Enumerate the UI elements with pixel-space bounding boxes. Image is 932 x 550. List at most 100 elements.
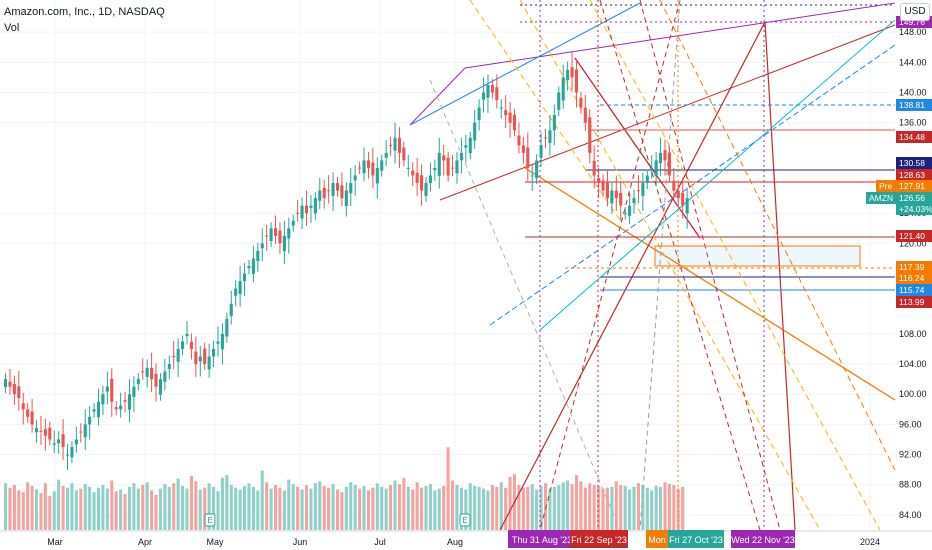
x-tick-label: Apr [138, 537, 152, 547]
volume-bar [424, 485, 428, 530]
pre-badge [876, 180, 896, 192]
volume-bar [136, 488, 140, 530]
volume-legend[interactable]: Vol [4, 22, 20, 34]
candle-body [251, 258, 255, 274]
candle-body [521, 145, 525, 153]
candle-body [605, 182, 610, 199]
volume-bar [380, 486, 384, 530]
price-tag-label: 121.40 [899, 231, 925, 241]
volume-bar [158, 488, 163, 530]
volume-bar [287, 479, 291, 530]
volume-bar [256, 490, 260, 530]
candle-body [216, 341, 220, 344]
candle-body [291, 220, 295, 226]
candle-body [420, 175, 424, 191]
volume-bar [636, 483, 640, 530]
candle-body [132, 386, 136, 397]
candle-body [424, 183, 428, 196]
candle-body [353, 175, 357, 181]
volume-bar [194, 481, 198, 530]
trend-line [439, 24, 896, 201]
volume-bar [234, 487, 238, 530]
volume-bar [490, 485, 494, 530]
currency-label[interactable]: USD [900, 3, 930, 21]
volume-bar [101, 485, 105, 530]
volume-bar [8, 487, 12, 530]
volume-bar [526, 486, 530, 530]
price-tag [896, 296, 932, 308]
symbol-legend[interactable]: Amazon.com, Inc., 1D, NASDAQ Vol [4, 4, 165, 36]
volume-bar [353, 485, 357, 530]
trend-line [464, 2, 896, 69]
candle-body [273, 228, 278, 236]
symbol-badge-label: AMZN [869, 193, 893, 203]
volume-bar [539, 485, 543, 530]
volume-bar [83, 484, 87, 530]
candle-body [632, 198, 636, 204]
candle-body [136, 379, 140, 385]
volume-bar [428, 484, 432, 530]
volume-bar [663, 482, 667, 530]
volume-bar [499, 482, 503, 530]
candle-body [371, 162, 375, 176]
volume-bar [481, 488, 486, 530]
candle-body [499, 107, 503, 109]
candle-body [468, 137, 472, 154]
trend-line [469, 0, 621, 221]
candle-body [428, 175, 432, 184]
price-tag [896, 230, 932, 242]
candle-body [163, 371, 167, 382]
volume-bar [442, 485, 446, 530]
symbol-title[interactable]: Amazon.com, Inc., 1D, NASDAQ [4, 6, 165, 18]
volume-bar [530, 484, 534, 530]
candle-body [389, 144, 393, 146]
y-tick-label: 88.00 [899, 480, 922, 490]
candle-body [358, 167, 362, 169]
volume-bar [415, 482, 419, 530]
candle-body [676, 190, 680, 199]
price-tag-label: 134.48 [899, 132, 925, 142]
date-tag-label: Fri 27 Oct '23 [669, 535, 723, 545]
volume-bar [313, 483, 317, 530]
volume-bar [641, 485, 645, 530]
candle-body [659, 152, 663, 164]
candle-body [327, 190, 331, 192]
candle-body [344, 190, 348, 207]
price-tag [896, 157, 932, 169]
volume-bar [610, 486, 614, 530]
candle-body [645, 175, 649, 184]
candle-body [313, 198, 317, 214]
volume-bar [300, 489, 304, 530]
volume-bar [455, 485, 459, 530]
price-tag-label: 138.81 [899, 100, 925, 110]
candle-body [256, 250, 260, 262]
price-tag-label: 126.56 [899, 193, 925, 203]
candle-body [508, 112, 512, 123]
candle-body [296, 212, 300, 214]
candle-body [331, 183, 335, 196]
x-tick-label: Jul [374, 537, 386, 547]
volume-bar [548, 488, 552, 530]
x-tick-label: 2024 [860, 537, 880, 547]
earnings-marker-label: E [207, 516, 212, 525]
candle-body [539, 145, 543, 158]
candle-body [247, 266, 251, 269]
candle-body [52, 443, 56, 445]
candle-body [26, 409, 30, 417]
candle-body [234, 288, 238, 296]
candle-body [490, 84, 494, 93]
volume-bar [552, 486, 556, 530]
chart-grid [0, 0, 895, 530]
volume-bar [296, 486, 300, 530]
candle-body [335, 183, 340, 191]
y-tick-label: 100.00 [899, 389, 927, 399]
trend-line [599, 0, 761, 531]
candle-body [229, 303, 233, 317]
x-tick-label: Jun [293, 537, 308, 547]
volume-bar [566, 480, 570, 530]
volume-bar [154, 494, 158, 530]
candle-body [172, 356, 176, 358]
volume-bar [570, 484, 574, 530]
candle-body [619, 192, 623, 206]
